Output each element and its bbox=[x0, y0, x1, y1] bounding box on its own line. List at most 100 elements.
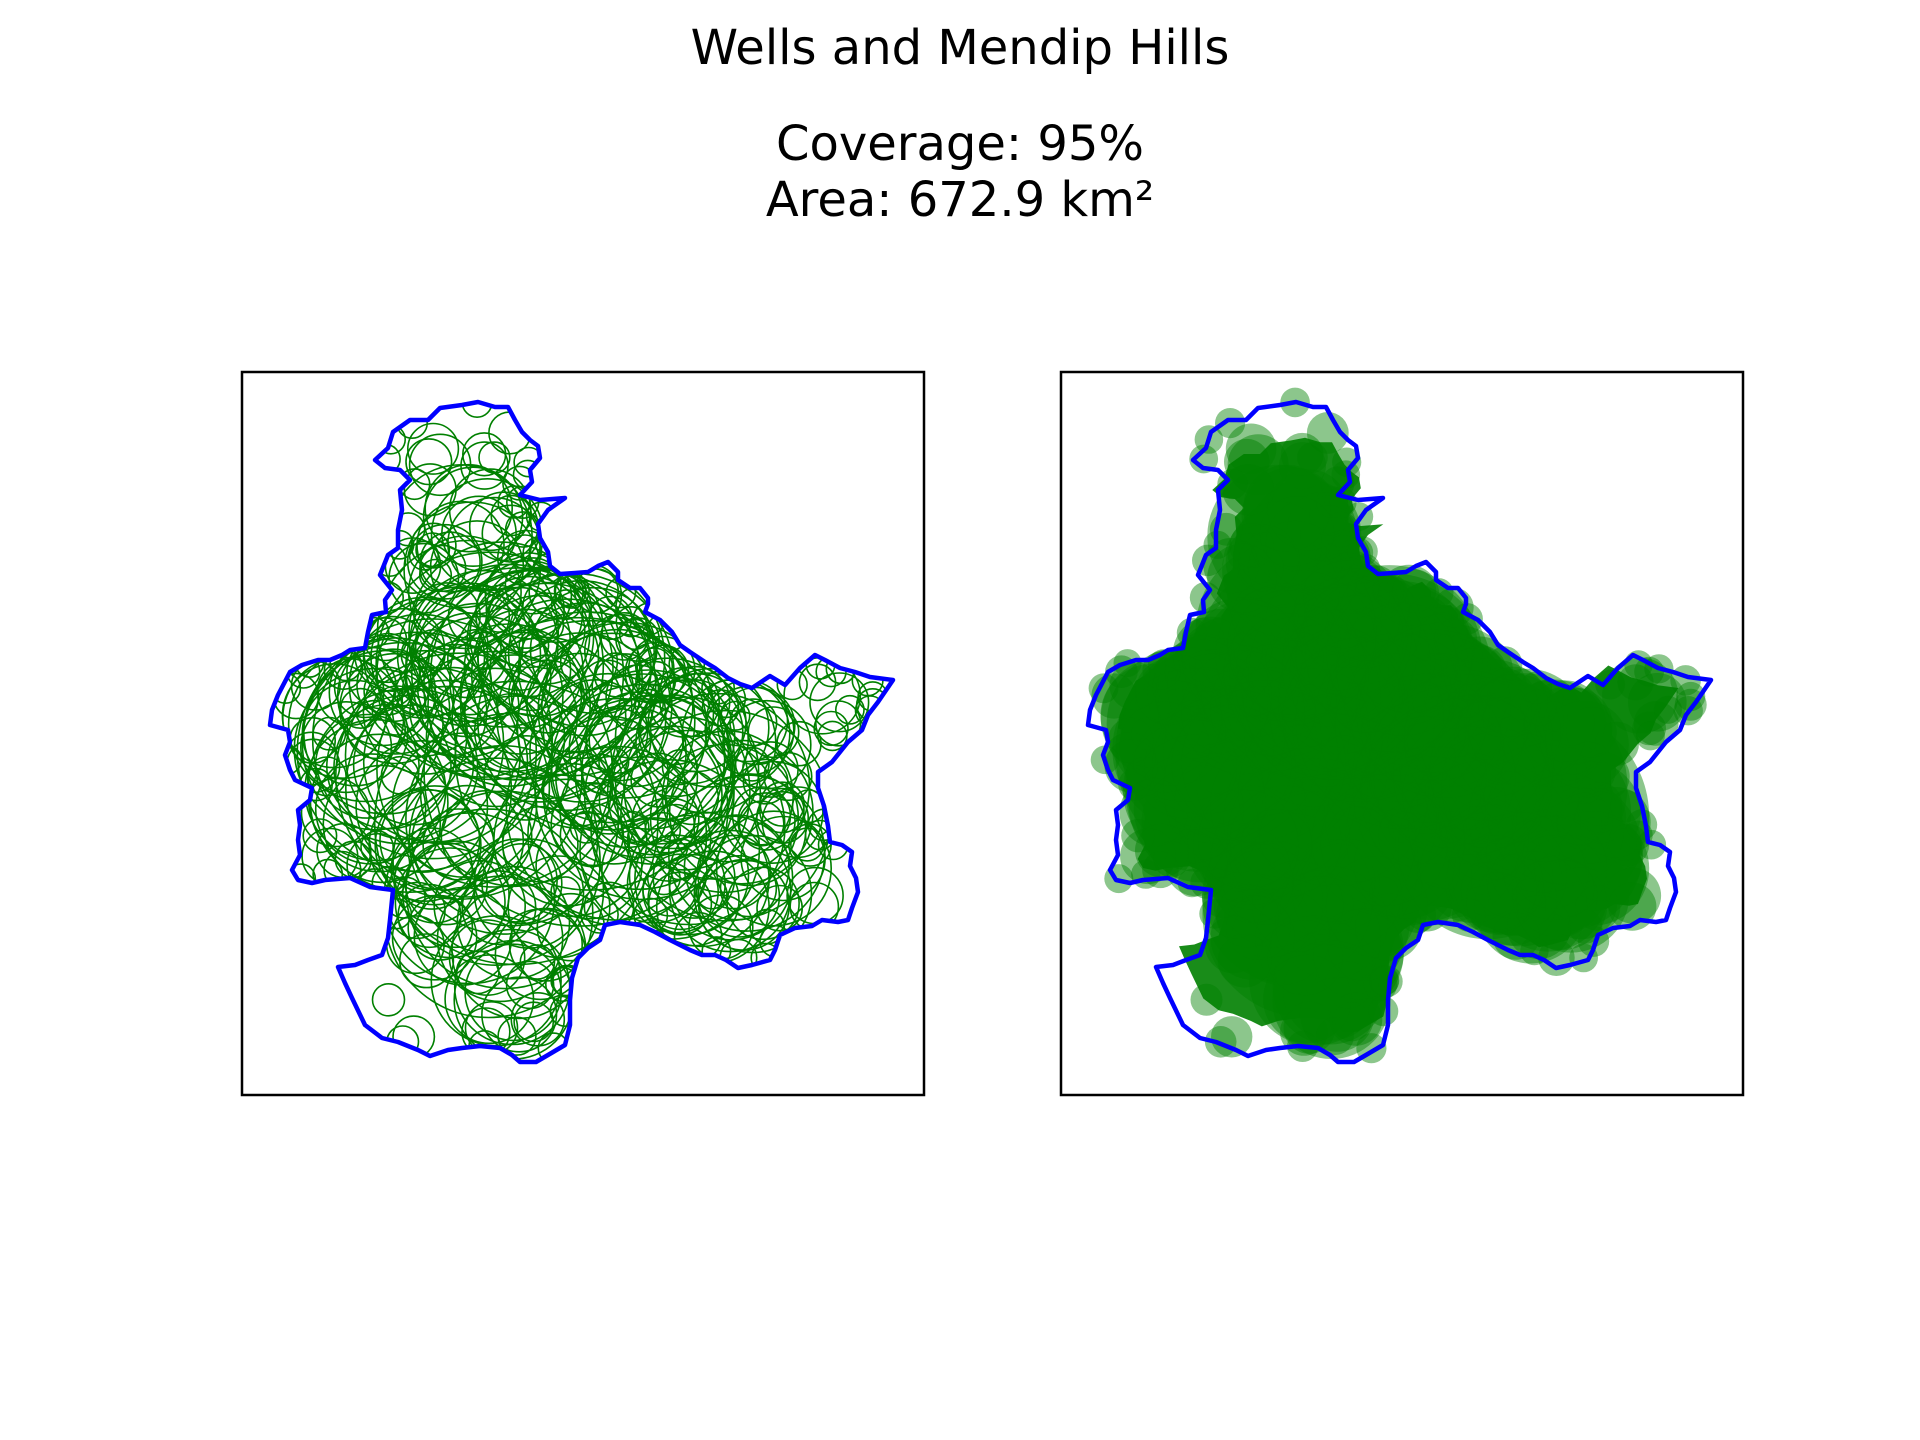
coverage-circle-filled bbox=[1300, 505, 1357, 562]
coverage-circle-filled bbox=[1417, 747, 1447, 777]
coverage-circle-filled bbox=[1466, 673, 1564, 772]
coverage-circle-filled bbox=[1441, 693, 1628, 880]
coverage-circle-filled bbox=[1303, 552, 1390, 639]
coverage-circle-filled bbox=[1515, 835, 1589, 909]
coverage-circle-filled bbox=[1434, 606, 1465, 637]
coverage-circle-filled bbox=[1525, 680, 1564, 718]
coverage-circle-filled bbox=[1219, 632, 1263, 677]
coverage-circle-filled bbox=[1353, 684, 1568, 900]
coverage-circle-filled bbox=[1152, 655, 1215, 718]
coverage-circle-outline bbox=[756, 884, 804, 932]
coverage-circle-filled bbox=[1215, 685, 1244, 715]
coverage-circle-filled bbox=[1144, 704, 1269, 829]
coverage-circle-filled bbox=[1467, 667, 1538, 738]
coverage-circle-outline bbox=[755, 790, 809, 844]
coverage-circle-filled bbox=[1500, 679, 1608, 788]
coverage-circle-filled bbox=[1524, 680, 1606, 762]
coverage-circle-filled bbox=[1224, 438, 1270, 485]
coverage-circle-filled bbox=[1211, 758, 1419, 966]
coverage-circle-filled bbox=[1195, 586, 1366, 758]
coverage-circle-outline bbox=[510, 659, 586, 734]
coverage-circle-filled bbox=[1520, 689, 1557, 727]
coverage-circle-filled bbox=[1560, 741, 1616, 798]
coverage-circle-filled bbox=[1429, 726, 1553, 849]
coverage-circle-filled bbox=[1306, 583, 1375, 653]
coverage-circle-filled bbox=[1445, 798, 1529, 882]
coverage-circle-outline bbox=[408, 433, 472, 497]
coverage-circle-filled bbox=[1246, 624, 1409, 787]
coverage-circle-filled bbox=[1272, 940, 1391, 1059]
coverage-circle-filled bbox=[1311, 763, 1465, 917]
coverage-circle-filled bbox=[1287, 492, 1356, 561]
coverage-circle-filled bbox=[1115, 632, 1355, 872]
coverage-circle-filled bbox=[1324, 698, 1546, 920]
coverage-circle-filled bbox=[1475, 804, 1513, 842]
coverage-circle-filled bbox=[1326, 856, 1428, 958]
coverage-circle-filled bbox=[1634, 656, 1664, 687]
coverage-circle-filled bbox=[1241, 570, 1474, 802]
coverage-circle-outline bbox=[396, 684, 427, 715]
coverage-circle-filled bbox=[1223, 842, 1306, 925]
dense-coverage-area bbox=[1117, 437, 1679, 1032]
coverage-circle-outline bbox=[455, 950, 500, 995]
coverage-circle-filled bbox=[1119, 778, 1188, 847]
coverage-circle-filled bbox=[1437, 619, 1468, 650]
coverage-circle-filled bbox=[1265, 629, 1324, 688]
coverage-circle-outline bbox=[346, 699, 407, 760]
coverage-circle-filled bbox=[1283, 944, 1380, 1041]
coverage-circle-filled bbox=[1174, 740, 1306, 873]
coverage-circle-filled bbox=[1172, 616, 1248, 692]
coverage-circle-filled bbox=[1480, 730, 1612, 862]
coverage-circle-filled bbox=[1210, 895, 1295, 980]
coverage-circle-filled bbox=[1326, 580, 1473, 727]
coverage-circle-outline bbox=[302, 818, 338, 854]
coverage-circle-outline bbox=[734, 746, 770, 782]
coverage-circle-filled bbox=[1447, 815, 1567, 935]
coverage-circle-filled bbox=[1248, 520, 1342, 614]
coverage-circle-filled bbox=[1267, 469, 1349, 551]
coverage-circle-filled bbox=[1332, 1002, 1372, 1042]
coverage-circle-outline bbox=[535, 812, 643, 920]
coverage-circle-filled bbox=[1133, 714, 1237, 819]
coverage-circle-outline bbox=[554, 575, 587, 608]
coverage-circle-filled bbox=[1323, 557, 1380, 614]
coverage-circle-filled bbox=[1512, 835, 1630, 953]
coverage-circle-filled bbox=[1407, 692, 1502, 787]
coverage-circle-filled bbox=[1187, 789, 1299, 902]
coverage-circle-outline bbox=[550, 781, 635, 867]
coverage-circle-filled bbox=[1402, 882, 1452, 932]
coverage-circle-filled bbox=[1550, 787, 1609, 845]
coverage-circle-filled bbox=[1566, 707, 1617, 758]
coverage-circle-filled bbox=[1388, 811, 1420, 843]
coverage-circle-outline bbox=[356, 648, 430, 723]
coverage-circle-filled bbox=[1351, 553, 1381, 583]
coverage-circle-filled bbox=[1229, 523, 1274, 568]
coverage-circle-filled bbox=[1220, 841, 1327, 948]
coverage-circle-filled bbox=[1468, 668, 1587, 787]
coverage-circle-filled bbox=[1242, 617, 1551, 927]
coverage-circle-filled bbox=[1477, 666, 1548, 737]
coverage-circle-filled bbox=[1278, 632, 1400, 755]
coverage-circle-filled bbox=[1226, 542, 1412, 727]
coverage-circle-filled bbox=[1545, 867, 1618, 940]
coverage-circle-outline bbox=[447, 584, 511, 648]
coverage-circle-filled bbox=[1121, 650, 1286, 814]
coverage-circle-outline bbox=[541, 628, 694, 782]
coverage-circle-filled bbox=[1329, 660, 1403, 733]
coverage-circle-filled bbox=[1433, 677, 1553, 797]
coverage-circle-outline bbox=[436, 875, 564, 1003]
coverage-circle-outline bbox=[464, 631, 502, 669]
coverage-circle-filled bbox=[1267, 920, 1343, 996]
coverage-circle-filled bbox=[1212, 841, 1294, 923]
coverage-circle-filled bbox=[1617, 664, 1654, 701]
coverage-circle-outline bbox=[483, 735, 570, 821]
coverage-circle-filled bbox=[1356, 622, 1532, 798]
coverage-circle-filled bbox=[1231, 582, 1299, 650]
coverage-circle-filled bbox=[1273, 620, 1543, 891]
coverage-circle-outline bbox=[379, 789, 481, 891]
coverage-circle-outline bbox=[541, 751, 617, 827]
coverage-circle-filled bbox=[1204, 915, 1263, 974]
coverage-circle-filled bbox=[1302, 735, 1387, 821]
coverage-circle-filled bbox=[1626, 809, 1658, 841]
coverage-circle-filled bbox=[1120, 680, 1226, 786]
